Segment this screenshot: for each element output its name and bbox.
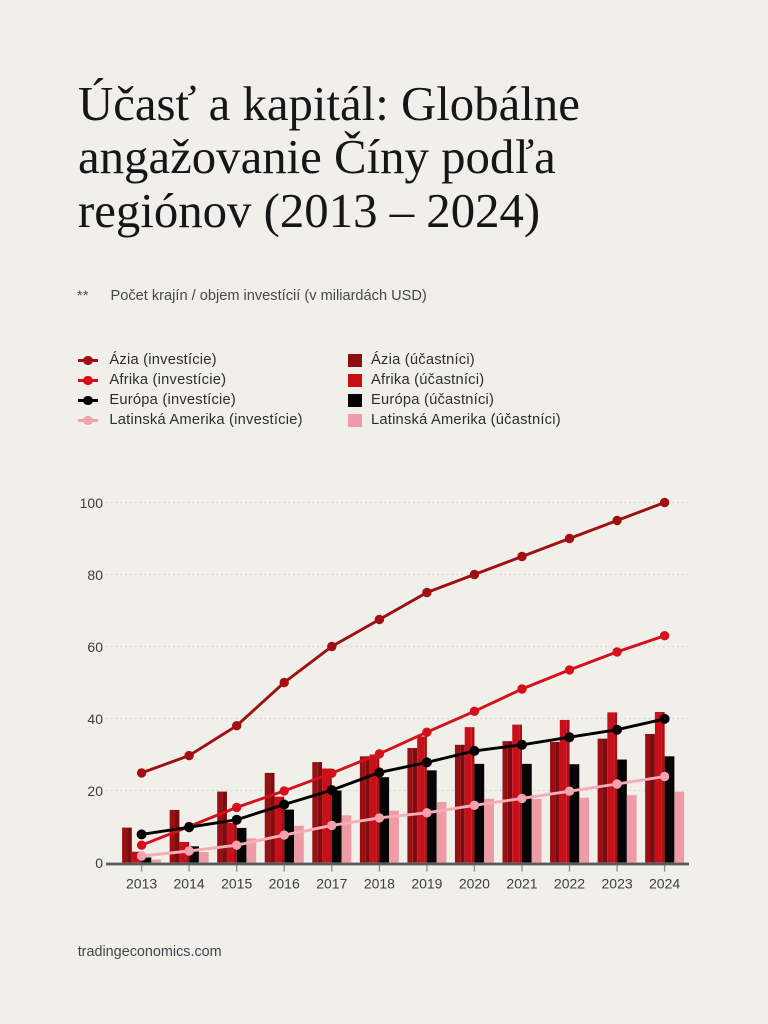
svg-text:2014: 2014	[174, 875, 205, 891]
svg-text:2015: 2015	[221, 875, 252, 891]
svg-text:60: 60	[87, 639, 103, 655]
svg-text:2020: 2020	[459, 875, 490, 891]
svg-text:80: 80	[87, 567, 103, 583]
svg-text:2018: 2018	[364, 875, 395, 891]
svg-text:2016: 2016	[269, 875, 300, 891]
svg-text:2024: 2024	[649, 875, 680, 891]
svg-text:2021: 2021	[506, 875, 537, 891]
svg-text:20: 20	[87, 783, 103, 799]
svg-text:2019: 2019	[411, 875, 442, 891]
svg-text:40: 40	[87, 711, 103, 727]
svg-text:100: 100	[80, 495, 104, 511]
svg-text:2013: 2013	[126, 875, 157, 891]
svg-text:2023: 2023	[602, 875, 633, 891]
svg-text:0: 0	[95, 855, 103, 871]
svg-text:2017: 2017	[316, 875, 347, 891]
svg-text:2022: 2022	[554, 875, 585, 891]
